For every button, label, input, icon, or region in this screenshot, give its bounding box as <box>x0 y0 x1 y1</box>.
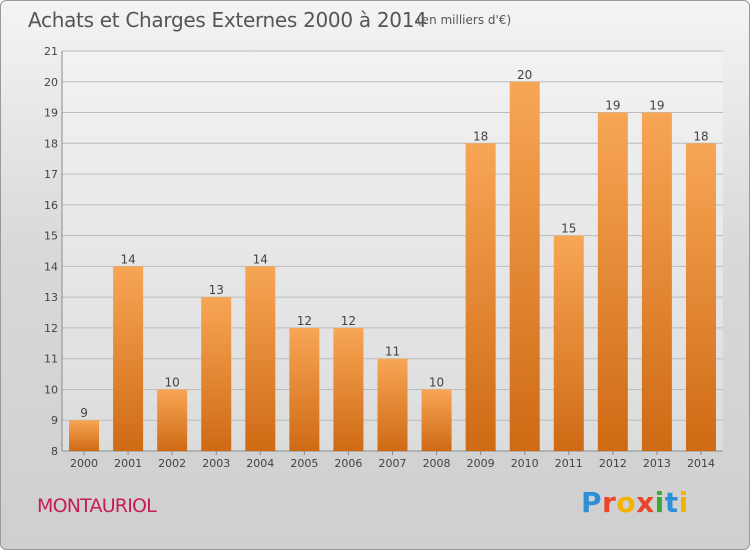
data-label: 18 <box>693 129 708 143</box>
bar <box>113 266 144 451</box>
data-label: 10 <box>165 375 180 389</box>
data-label: 19 <box>649 99 664 113</box>
x-tick-label: 2002 <box>158 457 186 470</box>
x-tick-label: 2008 <box>423 457 451 470</box>
bar <box>201 297 232 451</box>
bar <box>377 358 408 451</box>
x-tick-label: 2012 <box>599 457 627 470</box>
data-label: 15 <box>561 222 576 236</box>
x-tick-label: 2005 <box>290 457 318 470</box>
y-tick-label: 14 <box>44 260 58 273</box>
y-tick-label: 12 <box>44 322 58 335</box>
y-tick-label: 20 <box>44 76 58 89</box>
x-tick-label: 2014 <box>687 457 715 470</box>
y-tick-label: 13 <box>44 291 58 304</box>
y-tick-label: 8 <box>51 445 58 458</box>
x-tick-label: 2011 <box>555 457 583 470</box>
y-tick-label: 10 <box>44 383 58 396</box>
y-tick-label: 9 <box>51 414 58 427</box>
logo-letter: i <box>654 486 665 519</box>
chart-title: Achats et Charges Externes 2000 à 2014 <box>28 8 427 32</box>
data-label: 19 <box>605 99 620 113</box>
logo-letter: o <box>616 486 637 519</box>
bar <box>641 112 672 452</box>
logo-letter: x <box>636 486 655 519</box>
x-tick-label: 2000 <box>70 457 98 470</box>
bar <box>553 235 584 451</box>
bar <box>289 327 320 451</box>
bar <box>157 389 188 451</box>
y-tick-label: 21 <box>44 45 58 58</box>
logo-letter: i <box>678 486 689 519</box>
y-tick-label: 15 <box>44 230 58 243</box>
logo-letter: t <box>664 486 679 519</box>
x-tick-label: 2013 <box>643 457 671 470</box>
bar <box>421 389 452 451</box>
data-label: 14 <box>120 252 135 266</box>
data-label: 12 <box>297 314 312 328</box>
logo-letter: P <box>581 486 603 519</box>
bar <box>69 420 100 451</box>
bar <box>685 143 716 452</box>
x-tick-label: 2010 <box>511 457 539 470</box>
commune-name: MONTAURIOL <box>37 495 157 517</box>
bar <box>509 81 540 452</box>
logo-letter: r <box>602 486 617 519</box>
data-label: 11 <box>385 345 400 359</box>
proxiti-logo: Proxiti <box>581 486 689 519</box>
y-tick-label: 19 <box>44 107 58 120</box>
data-label: 12 <box>341 314 356 328</box>
data-label: 20 <box>517 68 532 82</box>
x-tick-label: 2001 <box>114 457 142 470</box>
x-tick-label: 2007 <box>379 457 407 470</box>
y-tick-label: 18 <box>44 137 58 150</box>
bar <box>333 327 364 451</box>
y-tick-label: 11 <box>44 353 58 366</box>
bar <box>465 143 496 452</box>
bar <box>597 112 628 452</box>
bar <box>245 266 276 451</box>
data-label: 10 <box>429 375 444 389</box>
x-tick-label: 2006 <box>334 457 362 470</box>
data-label: 9 <box>80 406 88 420</box>
y-tick-label: 16 <box>44 199 58 212</box>
y-tick-label: 17 <box>44 168 58 181</box>
chart-subtitle: (en milliers d'€) <box>417 13 512 27</box>
x-tick-label: 2009 <box>467 457 495 470</box>
data-label: 13 <box>209 283 224 297</box>
x-tick-label: 2004 <box>246 457 274 470</box>
data-label: 18 <box>473 129 488 143</box>
data-label: 14 <box>253 252 268 266</box>
x-tick-label: 2003 <box>202 457 230 470</box>
